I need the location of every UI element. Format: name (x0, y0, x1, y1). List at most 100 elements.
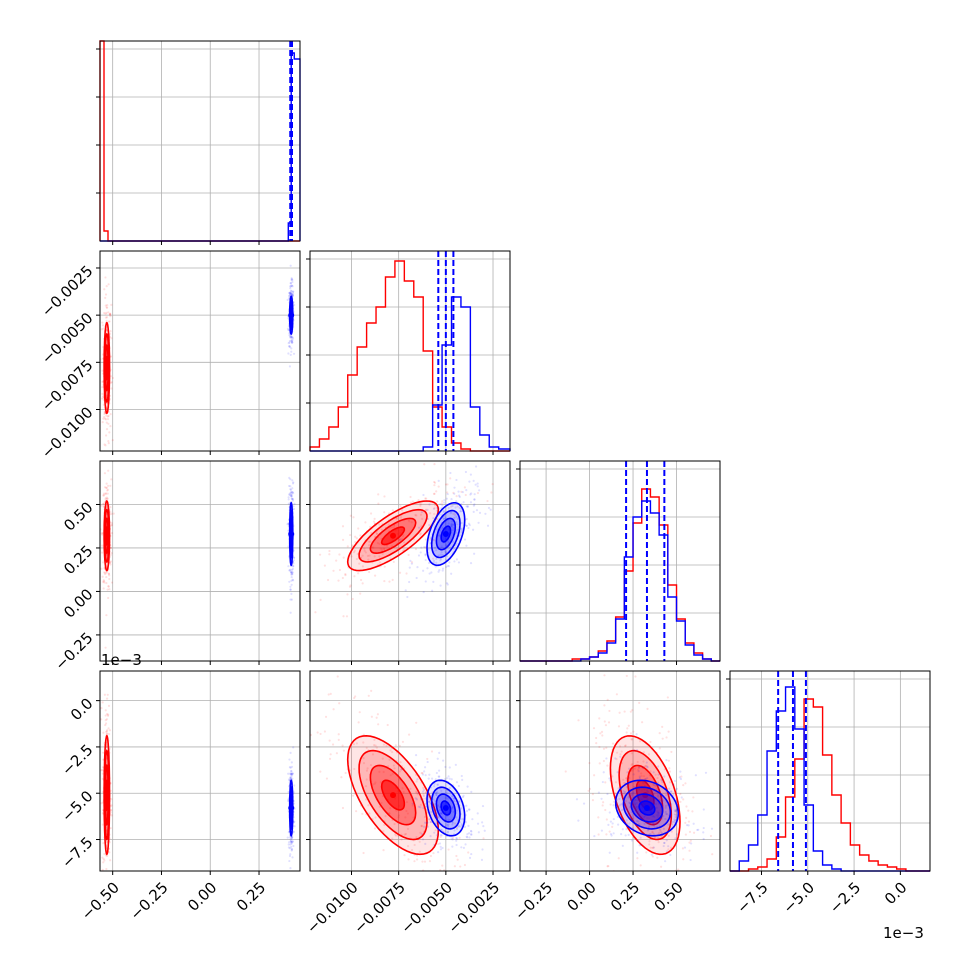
scatter-point (665, 736, 668, 739)
scatter-point (692, 822, 695, 825)
scatter-point (697, 828, 700, 831)
scatter-point (450, 497, 453, 501)
scatter-point (465, 835, 468, 838)
scatter-point (368, 570, 371, 574)
scatter-point (402, 533, 405, 536)
scatter-point (104, 293, 108, 296)
scatter-point (460, 846, 463, 849)
scatter-point (429, 854, 433, 858)
scatter-point (426, 508, 429, 512)
scatter-point (342, 556, 345, 559)
scatter-point (105, 414, 108, 417)
scatter-point (661, 799, 664, 802)
scatter-point (637, 820, 640, 823)
scatter-point (340, 776, 343, 779)
scatter-point (290, 341, 293, 345)
scatter-point (288, 345, 291, 348)
scatter-point (428, 794, 431, 798)
scatter-point (602, 759, 605, 763)
scatter-point (604, 808, 607, 812)
scatter-point (441, 864, 444, 867)
scatter-point (674, 815, 677, 819)
scatter-point (110, 552, 113, 555)
scatter-point (647, 753, 651, 756)
scatter-point (110, 808, 113, 812)
scatter-point (443, 517, 446, 520)
scatter-point (688, 841, 691, 844)
scatter-point (638, 775, 641, 778)
scatter-point (287, 493, 291, 496)
scatter-point (444, 483, 448, 486)
scatter-point (433, 507, 436, 510)
scatter-point (640, 798, 643, 801)
scatter-point (287, 843, 290, 846)
scatter-point (477, 831, 480, 834)
scatter-point (105, 482, 108, 485)
scatter-point (327, 693, 330, 696)
scatter-point (107, 311, 110, 314)
scatter-point (469, 473, 472, 476)
scatter-point (600, 797, 603, 800)
scatter-point (397, 816, 400, 819)
scatter-point (454, 876, 456, 878)
scatter-point (291, 336, 294, 339)
scatter-point (382, 547, 386, 550)
scatter-point (608, 709, 611, 713)
scatter-point (289, 766, 292, 769)
scatter-point (667, 834, 670, 837)
scatter-point (429, 536, 432, 539)
scatter-point (107, 585, 110, 588)
scatter-point (292, 746, 295, 749)
scatter-point (289, 773, 292, 776)
scatter-point (100, 802, 103, 805)
scatter-point (428, 523, 431, 527)
scatter-point (602, 771, 605, 774)
scatter-point (726, 859, 728, 861)
panel-2d-1-0 (100, 264, 296, 451)
scatter-point (447, 506, 450, 510)
scatter-point (630, 794, 633, 797)
scatter-point (577, 819, 580, 822)
scatter-point (629, 710, 632, 713)
scatter-point (615, 751, 619, 754)
scatter-point (367, 558, 370, 561)
scatter-point (107, 572, 110, 575)
scatter-point (443, 549, 446, 552)
scatter-point (346, 545, 349, 548)
scatter-point (428, 818, 431, 821)
scatter-point (383, 823, 386, 827)
scatter-point (289, 292, 293, 295)
scatter-point (105, 306, 108, 309)
x-tick-label-0-0: −0.50 (78, 879, 123, 924)
scatter-point (448, 777, 451, 780)
scatter-point (290, 772, 293, 776)
scatter-point (609, 779, 612, 782)
scatter-point (473, 498, 476, 501)
scatter-point (100, 707, 103, 710)
scatter-point (432, 517, 435, 520)
scatter-point (608, 777, 611, 780)
scatter-point (104, 714, 107, 717)
scatter-point (405, 809, 408, 813)
scatter-point (467, 877, 469, 879)
scatter-point (422, 794, 425, 798)
scatter-point (290, 494, 293, 497)
scatter-point (319, 598, 322, 602)
scatter-point (109, 547, 112, 550)
scatter-point (635, 819, 639, 823)
scatter-point (646, 790, 650, 793)
scatter-point (101, 533, 104, 536)
scatter-point (376, 713, 379, 716)
scatter-point (103, 415, 106, 419)
scatter-point (365, 769, 369, 772)
scatter-point (288, 766, 292, 769)
density-peak-red (390, 792, 397, 799)
scatter-point (704, 771, 708, 774)
scatter-point (433, 785, 436, 788)
scatter-point (426, 825, 429, 828)
scatter-point (409, 495, 412, 499)
scatter-point (575, 798, 579, 801)
scatter-point (291, 285, 294, 288)
scatter-point (450, 525, 453, 528)
scatter-point (357, 527, 360, 530)
